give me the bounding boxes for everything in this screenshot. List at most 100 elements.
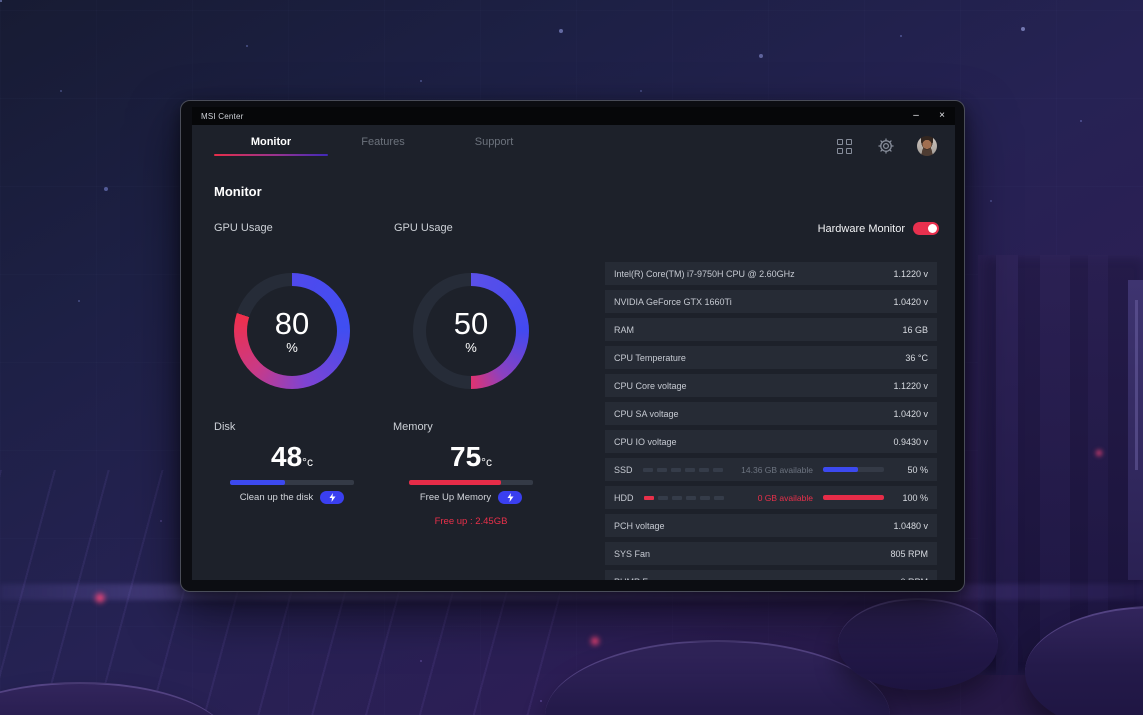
grid-square <box>846 139 852 145</box>
background-column <box>1088 255 1108 675</box>
hdd-usage-bar <box>823 495 884 500</box>
tab-monitor[interactable]: Monitor <box>250 136 292 148</box>
disk-usage-bar-fill <box>230 480 285 485</box>
window-titlebar: MSI Center – × <box>192 107 955 125</box>
drive-segment-alert <box>643 495 654 500</box>
table-row: PUMP Fan 0 RPM <box>605 570 937 580</box>
drive-segment <box>656 467 667 472</box>
ssd-available-text: 14.36 GB available <box>741 464 813 475</box>
table-row: NVIDIA GeForce GTX 1660Ti 1.0420 v <box>605 290 937 313</box>
memory-temp-value: 75 <box>450 441 482 472</box>
free-up-note: Free up : 2.45GB <box>434 516 508 527</box>
free-memory-label: Free Up Memory <box>419 492 492 503</box>
memory-label: Memory <box>393 421 433 433</box>
table-row: CPU Core voltage 1.1220 v <box>605 374 937 397</box>
row-value: 16 GB <box>902 324 928 335</box>
free-memory-boost-button[interactable] <box>498 491 523 504</box>
row-name: CPU Core voltage <box>614 380 687 391</box>
gauge-center: 50 % <box>426 286 516 376</box>
row-name: PUMP Fan <box>614 577 658 581</box>
minimize-icon[interactable]: – <box>913 110 919 121</box>
page-title: Monitor <box>214 184 262 199</box>
drive-segment <box>685 495 696 500</box>
drive-segment <box>712 467 723 472</box>
hardware-monitor-toggle[interactable] <box>913 222 939 235</box>
window-title: MSI Center <box>201 111 244 121</box>
background-column <box>996 255 1018 675</box>
tab-support[interactable]: Support <box>474 136 514 148</box>
gpu-usage-gauge-2: 50 % <box>413 273 529 389</box>
grid-square <box>837 139 843 145</box>
grid-square <box>846 148 852 154</box>
row-value: 36 °C <box>905 352 928 363</box>
monitor-bezel: MSI Center – × Monitor Features Support <box>180 100 965 592</box>
drive-segment <box>657 495 668 500</box>
grid-square <box>837 148 843 154</box>
gauge-label-gpu-2: GPU Usage <box>394 222 453 234</box>
drive-segments <box>643 495 724 500</box>
background-dots <box>0 0 2 2</box>
settings-gear-icon[interactable] <box>877 137 895 155</box>
gauge-center: 80 % <box>247 286 337 376</box>
background-glow <box>588 634 602 648</box>
row-value: 805 RPM <box>890 548 928 559</box>
table-row-hdd: HDD 0 GB available 100 % <box>605 486 937 509</box>
drive-segment <box>670 467 681 472</box>
background-strip-highlight <box>1135 300 1138 470</box>
row-value: 100 % <box>902 492 928 503</box>
clean-disk-boost-button[interactable] <box>320 491 345 504</box>
gauge-unit: % <box>465 339 477 355</box>
hardware-monitor-toggle-row: Hardware Monitor <box>818 222 939 235</box>
table-row: PCH voltage 1.0480 v <box>605 514 937 537</box>
memory-temperature: 75°c <box>393 441 549 473</box>
memory-temp-unit: °c <box>481 455 492 469</box>
drive-segment <box>698 467 709 472</box>
memory-usage-bar <box>409 480 533 485</box>
row-name: Intel(R) Core(TM) i7-9750H CPU @ 2.60GHz <box>614 268 795 279</box>
table-row-ssd: SSD 14.36 GB available 50 % <box>605 458 937 481</box>
table-row: CPU Temperature 36 °C <box>605 346 937 369</box>
row-value: 1.0480 v <box>893 520 928 531</box>
row-name: SSD <box>614 464 633 475</box>
clean-disk-label: Clean up the disk <box>239 492 314 503</box>
disk-action-row: Clean up the disk <box>214 491 370 504</box>
hdd-usage-bar-fill <box>823 495 884 500</box>
window-content: Monitor Features Support Mon <box>192 125 955 580</box>
row-value: 1.1220 v <box>893 268 928 279</box>
row-name: SYS Fan <box>614 548 651 559</box>
row-name: HDD <box>614 492 634 503</box>
background-structures <box>978 255 1143 675</box>
disk-label: Disk <box>214 421 236 433</box>
lightning-icon <box>329 493 336 502</box>
msi-center-window: MSI Center – × Monitor Features Support <box>192 107 955 580</box>
close-icon[interactable]: × <box>939 110 945 121</box>
background-platform <box>838 598 998 690</box>
row-value: 50 % <box>907 464 928 475</box>
background-column <box>1040 255 1070 675</box>
gauge-unit: % <box>286 339 298 355</box>
table-row: CPU SA voltage 1.0420 v <box>605 402 937 425</box>
table-row: SYS Fan 805 RPM <box>605 542 937 565</box>
tab-features[interactable]: Features <box>361 136 405 148</box>
gpu-usage-gauge-1: 80 % <box>234 273 350 389</box>
table-row: Intel(R) Core(TM) i7-9750H CPU @ 2.60GHz… <box>605 262 937 285</box>
drive-segment <box>671 495 682 500</box>
gauge-value: 80 <box>274 305 310 341</box>
apps-grid-icon[interactable] <box>837 139 852 154</box>
ssd-usage-bar <box>823 467 884 472</box>
row-name: RAM <box>614 324 634 335</box>
user-avatar[interactable] <box>917 136 937 156</box>
row-value: 1.1220 v <box>893 380 928 391</box>
row-value: 0 RPM <box>900 577 928 581</box>
row-name: PCH voltage <box>614 520 665 531</box>
drive-segment <box>642 467 653 472</box>
memory-usage-bar-fill <box>409 480 501 485</box>
drive-segment <box>684 467 695 472</box>
row-value: 1.0420 v <box>893 296 928 307</box>
active-tab-underline <box>214 154 328 156</box>
drive-segment <box>713 495 724 500</box>
row-value: 1.0420 v <box>893 408 928 419</box>
hardware-monitor-label: Hardware Monitor <box>817 222 905 235</box>
memory-action-row: Free Up Memory <box>393 491 549 504</box>
